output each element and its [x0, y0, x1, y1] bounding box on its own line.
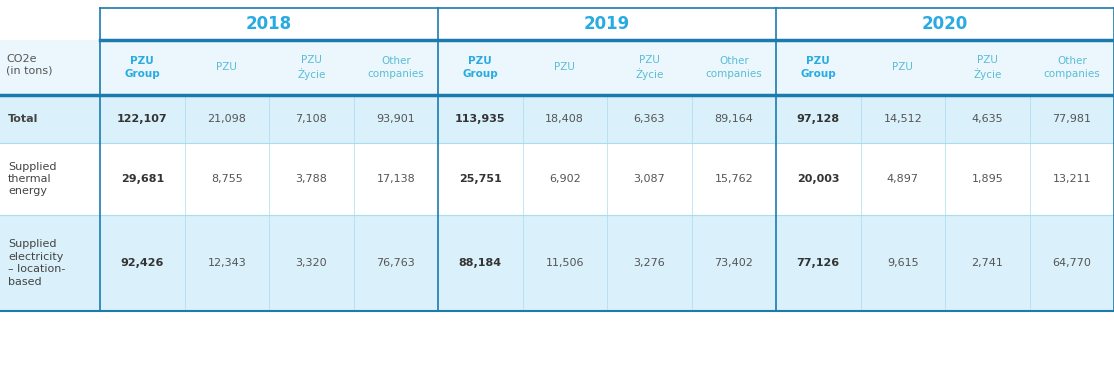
- Text: 4,897: 4,897: [887, 174, 919, 184]
- Text: 21,098: 21,098: [207, 114, 246, 124]
- Text: Supplied
thermal
energy: Supplied thermal energy: [8, 162, 57, 196]
- Text: Total: Total: [8, 114, 38, 124]
- Text: 29,681: 29,681: [120, 174, 164, 184]
- Text: 113,935: 113,935: [455, 114, 506, 124]
- Text: Supplied
electricity
– location-
based: Supplied electricity – location- based: [8, 239, 66, 286]
- Text: 122,107: 122,107: [117, 114, 167, 124]
- Text: PZU
Group: PZU Group: [800, 56, 837, 79]
- Text: PZU
Życie: PZU Życie: [973, 55, 1001, 80]
- Bar: [0, 40, 100, 95]
- Text: 4,635: 4,635: [971, 114, 1003, 124]
- Text: 1,895: 1,895: [971, 174, 1003, 184]
- Bar: [0, 95, 1114, 143]
- Text: PZU: PZU: [892, 63, 913, 73]
- Text: 9,615: 9,615: [887, 258, 919, 268]
- Text: 64,770: 64,770: [1053, 258, 1092, 268]
- Text: 6,902: 6,902: [549, 174, 580, 184]
- Text: 20,003: 20,003: [797, 174, 840, 184]
- Text: 88,184: 88,184: [459, 258, 501, 268]
- Text: PZU
Życie: PZU Życie: [297, 55, 325, 80]
- Text: 8,755: 8,755: [211, 174, 243, 184]
- Text: Other
companies: Other companies: [368, 56, 424, 79]
- Text: 6,363: 6,363: [634, 114, 665, 124]
- Text: 2018: 2018: [246, 15, 292, 33]
- Text: 25,751: 25,751: [459, 174, 501, 184]
- Text: 97,128: 97,128: [797, 114, 840, 124]
- Text: PZU: PZU: [216, 63, 237, 73]
- Text: 17,138: 17,138: [377, 174, 416, 184]
- Bar: [0, 143, 1114, 215]
- Text: PZU
Group: PZU Group: [125, 56, 160, 79]
- Text: 77,981: 77,981: [1053, 114, 1092, 124]
- Bar: [100, 40, 1114, 95]
- Text: 3,087: 3,087: [634, 174, 665, 184]
- Text: CO2e
(in tons): CO2e (in tons): [6, 53, 52, 76]
- Text: 11,506: 11,506: [546, 258, 584, 268]
- Text: PZU: PZU: [555, 63, 575, 73]
- Text: 15,762: 15,762: [714, 174, 753, 184]
- Text: 14,512: 14,512: [883, 114, 922, 124]
- Text: 93,901: 93,901: [377, 114, 416, 124]
- Text: 89,164: 89,164: [714, 114, 753, 124]
- Text: 73,402: 73,402: [714, 258, 753, 268]
- Bar: [100, 8, 1114, 40]
- Text: Other
companies: Other companies: [1044, 56, 1101, 79]
- Text: 2019: 2019: [584, 15, 631, 33]
- Bar: [0, 215, 1114, 311]
- Text: 2,741: 2,741: [971, 258, 1004, 268]
- Text: 77,126: 77,126: [797, 258, 840, 268]
- Text: 7,108: 7,108: [295, 114, 328, 124]
- Text: 3,788: 3,788: [295, 174, 328, 184]
- Text: 3,320: 3,320: [295, 258, 328, 268]
- Text: 12,343: 12,343: [207, 258, 246, 268]
- Text: 18,408: 18,408: [546, 114, 584, 124]
- Text: 3,276: 3,276: [634, 258, 665, 268]
- Text: 13,211: 13,211: [1053, 174, 1091, 184]
- Text: Other
companies: Other companies: [705, 56, 762, 79]
- Text: PZU
Group: PZU Group: [462, 56, 498, 79]
- Text: 76,763: 76,763: [377, 258, 416, 268]
- Text: 2020: 2020: [922, 15, 968, 33]
- Text: PZU
Życie: PZU Życie: [635, 55, 664, 80]
- Text: 92,426: 92,426: [120, 258, 164, 268]
